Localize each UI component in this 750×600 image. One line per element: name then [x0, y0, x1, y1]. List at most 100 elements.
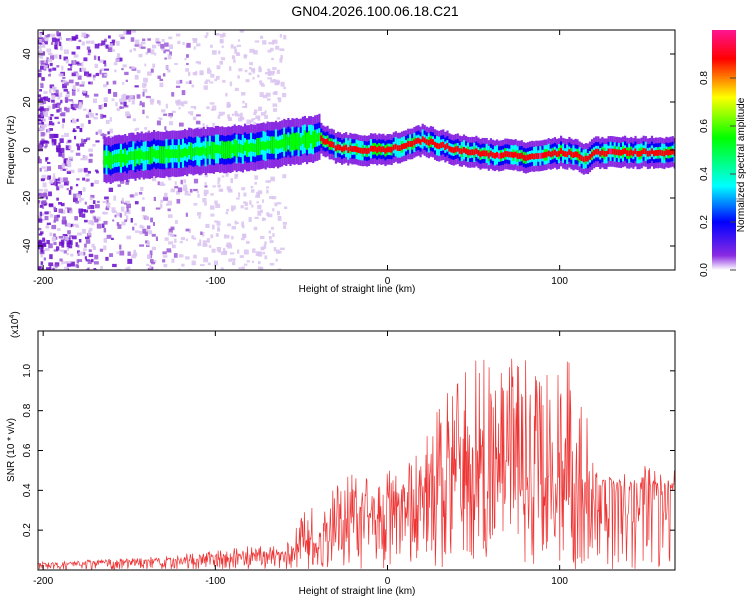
spectrogram-noise-cell	[103, 134, 107, 137]
spectrogram-noise-cell	[185, 256, 190, 260]
spectrogram-noise-cell	[78, 251, 84, 256]
spectrogram-noise-cell	[57, 228, 61, 231]
spectrogram-noise-cell	[93, 216, 96, 220]
spectrogram-ridge-cell	[324, 139, 327, 145]
spectrogram-noise-cell	[165, 103, 168, 109]
spectrogram-ridge-cell	[169, 149, 172, 159]
spectrogram-noise-cell	[228, 118, 233, 121]
spectrogram-noise-cell	[73, 193, 78, 199]
spectrogram-noise-cell	[72, 107, 77, 111]
spectrogram-noise-cell	[94, 63, 99, 69]
spectrogram-noise-cell	[125, 181, 129, 185]
spectrogram-noise-cell	[69, 240, 73, 246]
spectrogram-noise-cell	[83, 167, 88, 173]
spectrogram-noise-cell	[154, 259, 157, 264]
spectrogram-noise-cell	[97, 130, 103, 135]
spectrogram-noise-cell	[85, 94, 90, 98]
spectrogram-noise-cell	[42, 118, 46, 122]
spectrogram-noise-cell	[201, 231, 205, 237]
spectrogram-noise-cell	[151, 261, 155, 265]
spectrogram-noise-cell	[80, 123, 84, 128]
spectrogram-noise-cell	[72, 224, 76, 227]
spectrogram-noise-cell	[203, 85, 208, 90]
spectrogram-ridge-cell	[233, 143, 236, 152]
spectrogram-noise-cell	[280, 247, 285, 251]
spectrogram-noise-cell	[271, 196, 277, 200]
spectrogram-noise-cell	[207, 67, 210, 71]
spectrogram-noise-cell	[236, 52, 241, 56]
spectrogram-noise-cell	[46, 48, 52, 53]
spectrogram-ridge-cell	[148, 151, 152, 161]
spectrogram-ridge-cell	[388, 146, 391, 153]
spectrogram-noise-cell	[103, 60, 107, 64]
spectrogram-noise-cell	[44, 211, 49, 215]
spectrogram-noise-cell	[152, 174, 156, 179]
spectrogram-ridge-cell	[493, 152, 497, 159]
y-tick-label: 0	[22, 147, 33, 153]
spectrogram-noise-cell	[204, 81, 208, 85]
spectrogram-noise-cell	[273, 247, 277, 252]
spectrogram-ridge-cell	[481, 150, 484, 157]
spectrogram-noise-cell	[38, 227, 42, 231]
spectrogram-ridge-cell	[283, 137, 286, 147]
spectrogram-noise-cell	[39, 167, 42, 172]
spectrogram-noise-cell	[77, 88, 80, 92]
spectrogram-noise-cell	[265, 92, 271, 97]
spectrogram-noise-cell	[185, 212, 188, 217]
spectrogram-noise-cell	[74, 216, 78, 221]
spectrogram-noise-cell	[220, 267, 224, 270]
spectrogram-noise-cell	[266, 186, 269, 189]
spectrogram-noise-cell	[96, 223, 102, 229]
spectrogram-noise-cell	[41, 37, 45, 42]
spectrogram-noise-cell	[126, 215, 129, 221]
spectrogram-noise-cell	[39, 127, 45, 131]
spectrogram-noise-cell	[71, 36, 77, 41]
spectrogram-noise-cell	[86, 46, 91, 50]
spectrogram-noise-cell	[209, 205, 215, 210]
spectrogram-noise-cell	[88, 73, 92, 77]
spectrogram-ridge-cell	[314, 134, 317, 143]
spectrogram-noise-cell	[252, 76, 255, 80]
spectrogram-noise-cell	[79, 84, 85, 87]
spectrogram-noise-cell	[214, 78, 218, 82]
spectrogram-noise-cell	[49, 266, 52, 270]
spectrogram-noise-cell	[88, 119, 91, 124]
spectrogram-noise-cell	[220, 57, 226, 61]
spectrogram-noise-cell	[64, 132, 69, 137]
spectrogram-noise-cell	[58, 142, 61, 147]
spectrogram-ridge-cell	[442, 141, 445, 148]
spectrogram-ridge-cell	[374, 145, 377, 152]
spectrogram-noise-cell	[218, 50, 221, 55]
spectrogram-noise-cell	[63, 181, 69, 186]
spectrogram-noise-cell	[136, 94, 141, 99]
spectrogram-noise-cell	[66, 170, 72, 173]
spectrogram-ridge-cell	[268, 140, 271, 150]
spectrogram-noise-cell	[116, 222, 120, 226]
spectrogram-noise-cell	[84, 71, 89, 76]
spectrogram-ridge-cell	[491, 152, 494, 158]
spectrogram-noise-cell	[186, 42, 191, 48]
spectrogram-noise-cell	[262, 217, 266, 221]
spectrogram-noise-cell	[62, 80, 67, 83]
spectrogram-noise-cell	[102, 114, 107, 118]
spectrogram-noise-cell	[260, 209, 263, 213]
spectrogram-ridge-cell	[347, 147, 350, 153]
spectrogram-noise-cell	[107, 47, 113, 52]
spectrogram-ridge-cell	[202, 145, 205, 155]
spectrogram-ridge-cell	[281, 139, 284, 148]
spectrogram-noise-cell	[88, 158, 93, 163]
spectrogram-noise-cell	[38, 46, 42, 49]
spectrogram-noise-cell	[81, 62, 84, 67]
spectrogram-noise-cell	[226, 242, 232, 245]
spectrogram-noise-cell	[51, 42, 54, 45]
spectrogram-ridge-cell	[547, 150, 550, 157]
spectrogram-noise-cell	[39, 44, 42, 48]
spectrogram-ridge-cell	[113, 154, 116, 163]
spectrogram-noise-cell	[203, 257, 209, 263]
colorbar: 0.0 0.2 0.4 0.6 0.8 Normalized spectral ampl…	[699, 30, 747, 277]
spectrogram-ridge-cell	[607, 148, 610, 155]
spectrogram-ridge-cell	[173, 149, 176, 158]
spectrogram-noise-cell	[70, 104, 74, 109]
spectrogram-ridge-cell	[500, 152, 503, 159]
spectrogram-noise-cell	[77, 168, 82, 173]
